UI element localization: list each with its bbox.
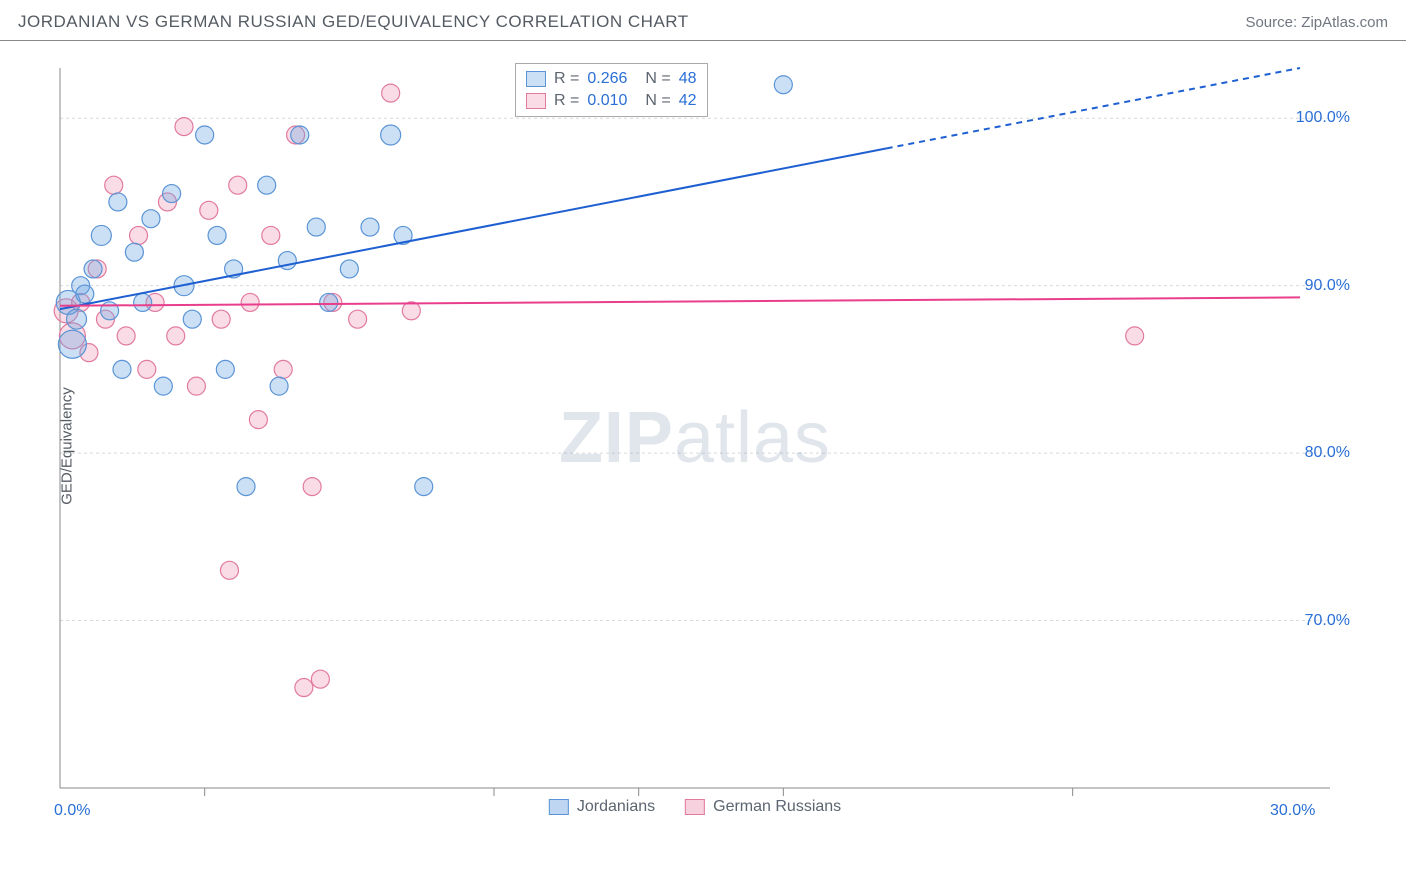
y-tick-label: 100.0%	[1296, 109, 1350, 127]
legend-swatch	[685, 799, 705, 815]
legend-n-value: 48	[679, 70, 697, 88]
y-tick-label: 90.0%	[1305, 277, 1350, 295]
legend-n-label: N =	[645, 70, 670, 88]
legend-swatch	[526, 71, 546, 87]
legend-stats: R = 0.266 N = 48 R = 0.010 N = 42	[515, 63, 708, 117]
legend-series-item: German Russians	[685, 798, 841, 816]
x-tick-label: 30.0%	[1270, 802, 1315, 820]
chart-header: JORDANIAN VS GERMAN RUSSIAN GED/EQUIVALE…	[0, 0, 1406, 41]
x-tick-label: 0.0%	[54, 802, 90, 820]
scatter-chart	[50, 58, 1340, 818]
legend-r-label: R =	[554, 70, 579, 88]
legend-stats-row: R = 0.266 N = 48	[526, 68, 697, 90]
legend-swatch	[526, 93, 546, 109]
y-tick-label: 70.0%	[1305, 612, 1350, 630]
legend-n-label: N =	[645, 92, 670, 110]
legend-r-value: 0.010	[587, 92, 627, 110]
legend-series: Jordanians German Russians	[549, 798, 841, 816]
chart-area: ZIPatlas R =0.266N =48R =0.010N =42 70.0…	[50, 58, 1340, 818]
y-tick-label: 80.0%	[1305, 444, 1350, 462]
legend-series-item: Jordanians	[549, 798, 655, 816]
chart-source: Source: ZipAtlas.com	[1245, 14, 1388, 31]
legend-r-label: R =	[554, 92, 579, 110]
legend-r-value: 0.266	[587, 70, 627, 88]
legend-series-label: German Russians	[713, 798, 841, 816]
legend-series-label: Jordanians	[577, 798, 655, 816]
legend-stats-row: R = 0.010 N = 42	[526, 90, 697, 112]
chart-title: JORDANIAN VS GERMAN RUSSIAN GED/EQUIVALE…	[18, 12, 689, 32]
legend-swatch	[549, 799, 569, 815]
legend-n-value: 42	[679, 92, 697, 110]
